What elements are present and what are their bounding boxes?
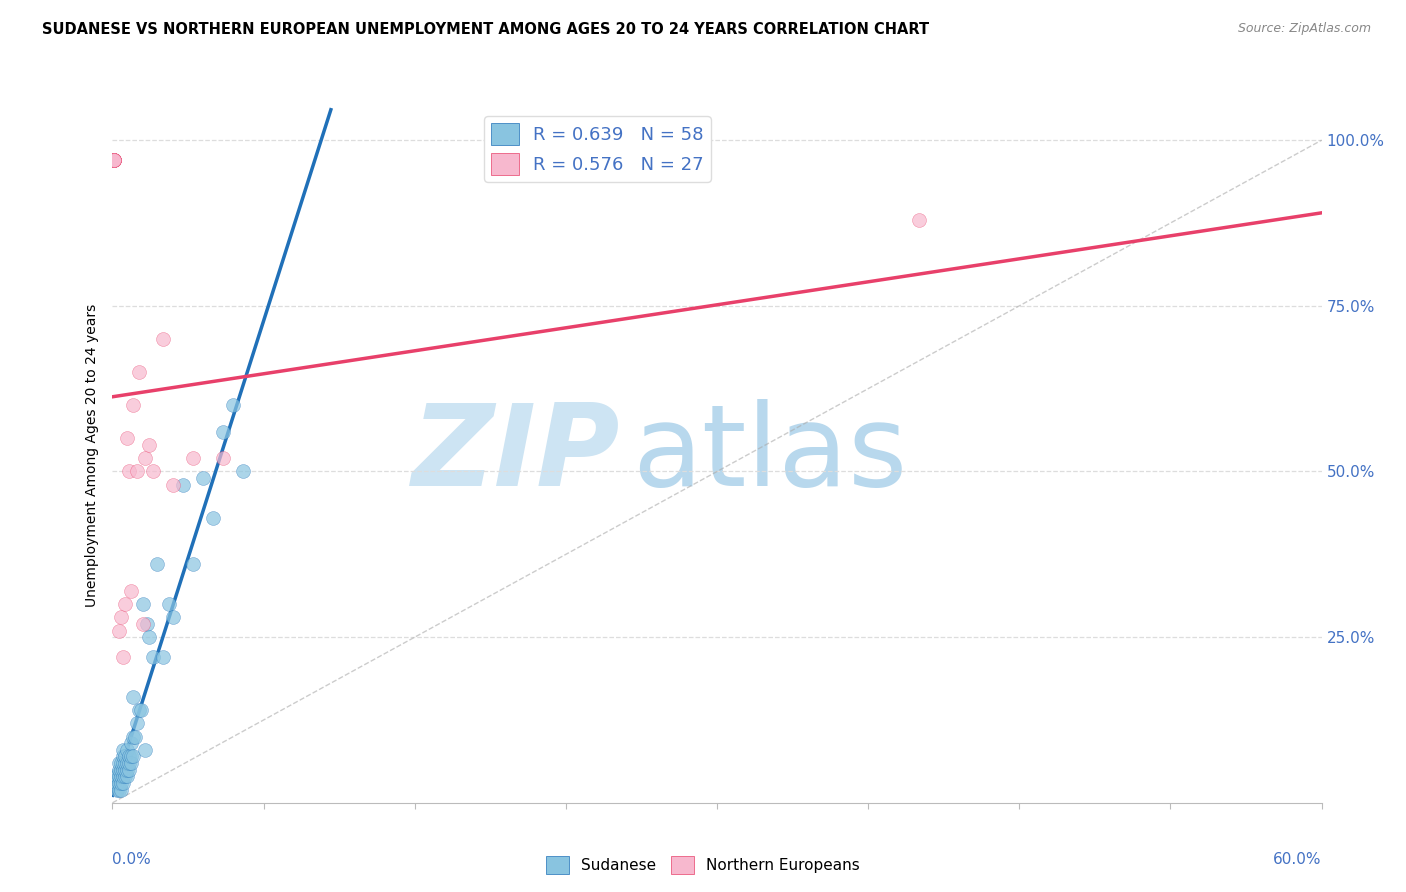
- Point: [117, 756, 139, 770]
- Point: [111, 650, 134, 665]
- Point: [121, 730, 143, 744]
- Point: [121, 398, 143, 412]
- Legend: Sudanese, Northern Europeans: Sudanese, Northern Europeans: [540, 850, 866, 880]
- Point: [111, 749, 134, 764]
- Legend: R = 0.639   N = 58, R = 0.576   N = 27: R = 0.639 N = 58, R = 0.576 N = 27: [484, 116, 711, 182]
- Point: [120, 583, 142, 598]
- Point: [114, 769, 136, 783]
- Point: [107, 763, 129, 777]
- Point: [103, 769, 125, 783]
- Point: [138, 630, 160, 644]
- Point: [114, 597, 136, 611]
- Point: [120, 756, 142, 770]
- Point: [181, 558, 204, 572]
- Point: [107, 769, 129, 783]
- Point: [132, 597, 155, 611]
- Point: [110, 782, 132, 797]
- Point: [128, 365, 150, 379]
- Point: [124, 730, 146, 744]
- Point: [125, 716, 148, 731]
- Point: [107, 624, 129, 638]
- Point: [232, 465, 254, 479]
- Point: [191, 471, 214, 485]
- Point: [103, 776, 125, 790]
- Text: Source: ZipAtlas.com: Source: ZipAtlas.com: [1237, 22, 1371, 36]
- Point: [107, 756, 129, 770]
- Point: [107, 782, 129, 797]
- Point: [134, 743, 156, 757]
- Point: [212, 451, 235, 466]
- Point: [110, 756, 132, 770]
- Point: [129, 703, 152, 717]
- Point: [111, 743, 134, 757]
- Point: [146, 558, 169, 572]
- Point: [115, 431, 138, 445]
- Point: [121, 690, 143, 704]
- Point: [907, 212, 929, 227]
- Point: [162, 610, 184, 624]
- Point: [115, 743, 138, 757]
- Point: [105, 769, 128, 783]
- Point: [152, 332, 174, 346]
- Text: 60.0%: 60.0%: [1274, 852, 1322, 866]
- Point: [152, 650, 174, 665]
- Point: [121, 749, 143, 764]
- Text: 0.0%: 0.0%: [112, 852, 152, 866]
- Point: [212, 425, 235, 439]
- Point: [103, 153, 125, 167]
- Point: [103, 153, 125, 167]
- Point: [114, 763, 136, 777]
- Point: [110, 769, 132, 783]
- Point: [111, 769, 134, 783]
- Point: [117, 763, 139, 777]
- Point: [157, 597, 180, 611]
- Text: atlas: atlas: [633, 400, 908, 510]
- Point: [134, 451, 156, 466]
- Point: [110, 610, 132, 624]
- Point: [128, 703, 150, 717]
- Point: [120, 749, 142, 764]
- Text: ZIP: ZIP: [412, 400, 620, 510]
- Point: [222, 398, 245, 412]
- Point: [103, 153, 125, 167]
- Point: [105, 776, 128, 790]
- Point: [132, 616, 155, 631]
- Point: [103, 153, 125, 167]
- Point: [111, 763, 134, 777]
- Point: [111, 756, 134, 770]
- Point: [162, 477, 184, 491]
- Point: [115, 763, 138, 777]
- Point: [135, 616, 157, 631]
- Point: [142, 465, 165, 479]
- Point: [181, 451, 204, 466]
- Point: [117, 749, 139, 764]
- Point: [142, 650, 165, 665]
- Point: [172, 477, 194, 491]
- Point: [117, 465, 139, 479]
- Point: [202, 511, 225, 525]
- Point: [103, 153, 125, 167]
- Point: [114, 756, 136, 770]
- Point: [115, 756, 138, 770]
- Y-axis label: Unemployment Among Ages 20 to 24 years: Unemployment Among Ages 20 to 24 years: [84, 303, 98, 607]
- Point: [103, 153, 125, 167]
- Point: [114, 749, 136, 764]
- Text: SUDANESE VS NORTHERN EUROPEAN UNEMPLOYMENT AMONG AGES 20 TO 24 YEARS CORRELATION: SUDANESE VS NORTHERN EUROPEAN UNEMPLOYME…: [42, 22, 929, 37]
- Point: [120, 736, 142, 750]
- Point: [138, 438, 160, 452]
- Point: [105, 782, 128, 797]
- Point: [103, 153, 125, 167]
- Point: [110, 776, 132, 790]
- Point: [110, 763, 132, 777]
- Point: [103, 153, 125, 167]
- Point: [125, 465, 148, 479]
- Point: [111, 776, 134, 790]
- Point: [115, 769, 138, 783]
- Point: [107, 776, 129, 790]
